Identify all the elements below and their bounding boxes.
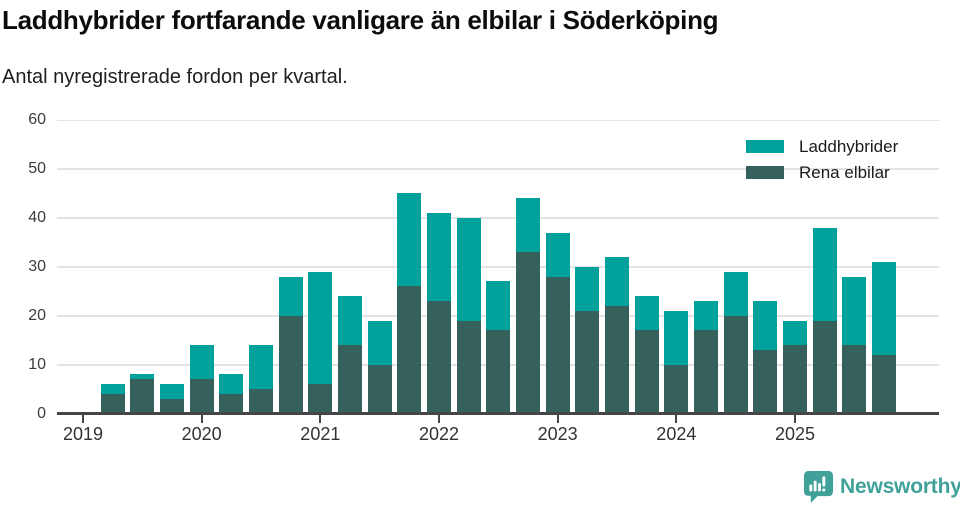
x-axis-tick [438,415,440,423]
bar-segment [545,232,570,277]
legend: Laddhybrider Rena elbilar [746,137,899,191]
x-tick-label: 2025 [774,424,816,444]
bar-segment [783,345,807,414]
bar-segment [575,266,600,311]
legend-label: Rena elbilar [799,163,890,182]
bar-segment [100,384,125,394]
plot-area [57,119,939,414]
bar-segment [694,330,718,414]
chart-subtitle: Antal nyregistrerade fordon per kvartal. [2,66,348,88]
bar-segment [249,345,273,390]
bar-segment [842,276,867,346]
bar-segment [545,276,570,414]
x-tick-label: 2023 [537,424,578,444]
bar-segment [427,212,451,301]
bar-segment [486,281,511,331]
gridline [57,217,939,219]
x-axis-tick [200,415,203,423]
bar-segment [605,256,629,306]
chart-title: Laddhybrider fortfarande vanligare än el… [2,5,719,35]
legend-swatch [746,166,784,179]
bar-segment [664,310,689,365]
bar-segment [189,379,214,414]
bar-segment [338,345,362,414]
bar-segment [278,315,303,414]
gridline [57,119,939,121]
bar-segment [160,384,184,399]
bar-segment [189,345,214,380]
bar-segment [308,271,333,385]
x-axis-line [57,412,939,415]
bar-segment [516,198,540,253]
x-axis-tick [319,415,322,423]
y-tick-label: 60 [28,111,46,128]
bar-segment [516,252,540,414]
bar-segment [456,217,481,321]
bar-segment [812,227,837,321]
bar-segment [427,301,451,414]
bar-segment [872,354,896,414]
gridline [57,266,939,268]
bar-segment [575,310,600,414]
newsworthy-logo[interactable]: Newsworthy [804,471,960,503]
x-tick-label: 2019 [62,424,104,444]
bar-segment [723,315,748,414]
y-tick-label: 20 [28,306,46,324]
bar-segment [694,301,718,331]
x-tick-label: 2020 [181,424,222,444]
bar-segment [160,398,184,414]
gridline [57,168,939,170]
legend-item: Rena elbilar [746,163,898,182]
brand-name: Newsworthy [840,475,960,498]
bar-segment [753,349,778,414]
bar-segment [842,345,867,414]
bar-segment [605,305,629,414]
bar-segment [664,364,689,414]
x-axis-tick [556,415,559,423]
legend-label: Laddhybrider [799,137,899,156]
bar-segment [397,286,422,414]
bar-segment [219,374,244,394]
bar-segment [367,364,392,414]
y-tick-label: 50 [28,159,46,177]
legend-swatch [746,140,784,153]
bar-segment [130,374,155,380]
y-tick-label: 40 [28,208,46,226]
bar-segment [456,320,481,414]
bar-segment [723,271,748,316]
bar-segment [872,261,896,355]
bar-segment [219,393,244,414]
bar-segment [812,320,837,414]
bar-segment [249,389,273,414]
bar-segment [783,320,807,346]
x-tick-label: 2021 [300,424,341,444]
bar-segment [308,384,333,414]
x-tick-label: 2022 [418,424,460,444]
bar-segment [486,330,511,414]
x-tick-label: 2024 [656,424,697,444]
bar-segment [367,320,392,365]
bar-segment [634,330,659,414]
bar-segment [278,276,303,316]
y-tick-label: 0 [37,404,46,422]
y-tick-label: 10 [28,355,46,373]
bar-segment [130,379,155,414]
bar-segment [397,193,422,287]
legend-item: Laddhybrider [746,137,899,156]
bar-segment [634,296,659,331]
x-axis-tick [675,415,678,423]
y-tick-label: 30 [28,257,46,275]
bar-segment [100,393,125,414]
bar-chart-speech-bubble-icon [804,471,833,503]
x-axis-tick [82,415,84,423]
bar-segment [338,296,362,346]
x-axis-tick [794,415,796,423]
bar-segment [753,301,778,350]
